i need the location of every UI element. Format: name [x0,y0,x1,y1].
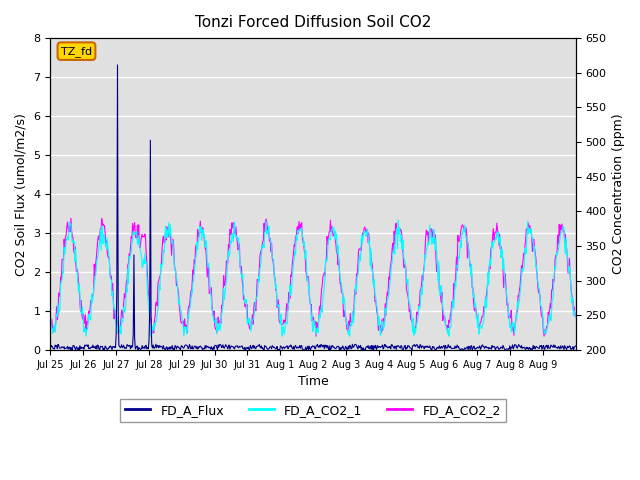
Legend: FD_A_Flux, FD_A_CO2_1, FD_A_CO2_2: FD_A_Flux, FD_A_CO2_1, FD_A_CO2_2 [120,399,506,422]
X-axis label: Time: Time [298,375,328,388]
Text: TZ_fd: TZ_fd [61,46,92,57]
Y-axis label: CO2 Concentration (ppm): CO2 Concentration (ppm) [612,114,625,275]
Title: Tonzi Forced Diffusion Soil CO2: Tonzi Forced Diffusion Soil CO2 [195,15,431,30]
Y-axis label: CO2 Soil Flux (umol/m2/s): CO2 Soil Flux (umol/m2/s) [15,113,28,276]
